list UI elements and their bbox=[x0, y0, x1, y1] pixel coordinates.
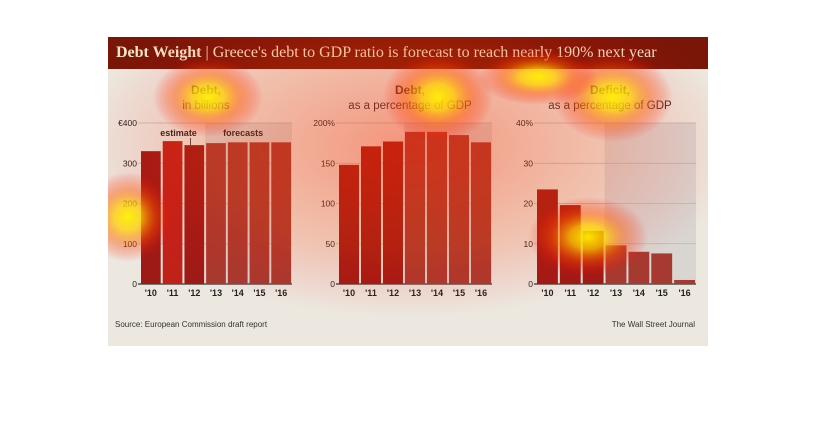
credit-note: The Wall Street Journal bbox=[611, 320, 695, 329]
bar bbox=[162, 141, 183, 284]
x-tick-label: '13 bbox=[409, 288, 421, 298]
bar bbox=[339, 164, 359, 284]
panel-subtitle: in billions bbox=[182, 100, 230, 112]
bar bbox=[628, 251, 650, 284]
y-tick-label: €400 bbox=[118, 118, 137, 128]
panel-title: Deficit, bbox=[590, 83, 630, 97]
y-tick-label: 0 bbox=[528, 279, 533, 289]
bar bbox=[582, 230, 604, 284]
bar bbox=[427, 131, 447, 284]
y-tick-label: 150 bbox=[321, 158, 335, 168]
bar bbox=[271, 142, 291, 284]
bar bbox=[674, 279, 695, 284]
x-tick-label: '12 bbox=[387, 288, 399, 298]
y-tick-label: 0 bbox=[132, 279, 137, 289]
x-tick-label: '15 bbox=[656, 288, 668, 298]
panel-title: Debt, bbox=[395, 83, 425, 97]
x-tick-label: '14 bbox=[633, 288, 645, 298]
y-tick-label: 50 bbox=[326, 239, 336, 249]
x-tick-label: '16 bbox=[475, 288, 487, 298]
bar bbox=[449, 135, 469, 284]
x-tick-label: '14 bbox=[232, 288, 244, 298]
y-tick-label: 20 bbox=[524, 199, 534, 209]
x-tick-label: '10 bbox=[343, 288, 355, 298]
y-tick-label: 10 bbox=[524, 239, 534, 249]
panel-subtitle: as a percentage of GDP bbox=[548, 100, 672, 112]
x-tick-label: '13 bbox=[610, 288, 622, 298]
bar bbox=[227, 142, 248, 284]
x-tick-label: '13 bbox=[210, 288, 222, 298]
x-tick-label: '16 bbox=[275, 288, 287, 298]
bar bbox=[206, 143, 226, 284]
x-tick-label: '12 bbox=[587, 288, 599, 298]
x-tick-label: '16 bbox=[678, 288, 690, 298]
x-tick-label: '11 bbox=[365, 288, 377, 298]
panel-subtitle: as a percentage of GDP bbox=[348, 100, 472, 112]
x-tick-label: '15 bbox=[453, 288, 465, 298]
y-tick-label: 100 bbox=[321, 199, 335, 209]
source-note: Source: European Commission draft report bbox=[115, 320, 268, 329]
bar bbox=[249, 142, 270, 284]
y-tick-label: 200 bbox=[123, 199, 137, 209]
bar bbox=[537, 189, 558, 284]
bar bbox=[605, 245, 627, 284]
bar bbox=[471, 142, 491, 284]
annotation-estimate: estimate bbox=[160, 128, 197, 138]
x-tick-label: '14 bbox=[431, 288, 443, 298]
y-tick-label: 300 bbox=[123, 158, 137, 168]
x-tick-label: '11 bbox=[167, 288, 179, 298]
x-tick-label: '15 bbox=[253, 288, 265, 298]
charts-svg: 0100200300€400'10'11'12'13'14'15'16Debt,… bbox=[118, 83, 696, 298]
chart-figure: Debt Weight | Greece's debt to GDP ratio i… bbox=[108, 37, 708, 346]
bar bbox=[559, 205, 581, 284]
bar bbox=[405, 131, 425, 284]
x-tick-label: '10 bbox=[145, 288, 157, 298]
x-tick-label: '10 bbox=[541, 288, 553, 298]
y-tick-label: 40% bbox=[516, 118, 533, 128]
y-tick-label: 30 bbox=[524, 158, 534, 168]
annotation-forecasts: forecasts bbox=[223, 128, 263, 138]
panel-title: Debt, bbox=[191, 83, 221, 97]
x-tick-label: '11 bbox=[564, 288, 576, 298]
y-tick-label: 0 bbox=[330, 279, 335, 289]
bar bbox=[651, 253, 673, 284]
bar bbox=[184, 145, 205, 284]
y-tick-label: 100 bbox=[123, 239, 137, 249]
x-tick-label: '12 bbox=[188, 288, 200, 298]
bar bbox=[361, 146, 381, 284]
bar bbox=[383, 141, 403, 284]
y-tick-label: 200% bbox=[313, 118, 335, 128]
bar bbox=[141, 151, 161, 284]
